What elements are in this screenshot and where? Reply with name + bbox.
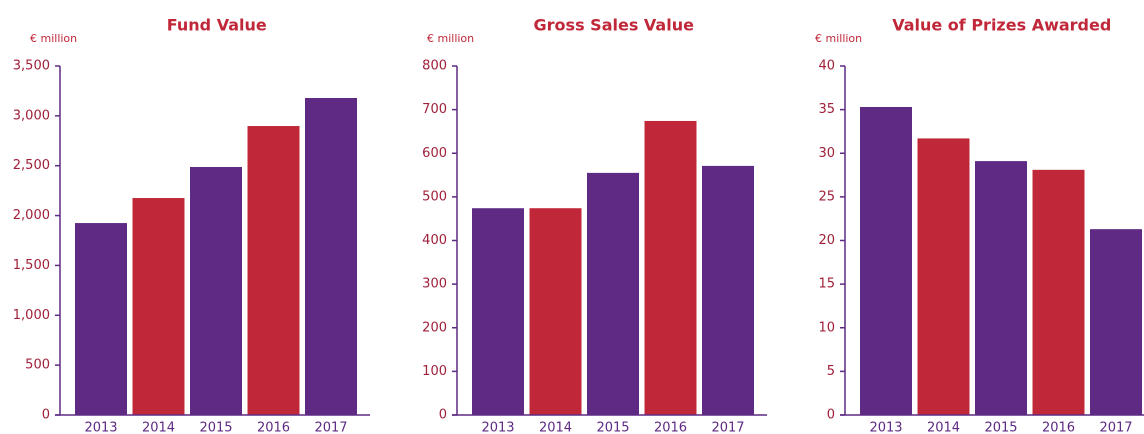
- y-tick-label: 100: [422, 364, 447, 379]
- bar: [644, 120, 697, 415]
- y-tick-label: 3,000: [13, 108, 50, 123]
- bar: [1032, 169, 1085, 415]
- x-tick-label: 2016: [654, 421, 687, 434]
- y-tick-label: 25: [818, 189, 835, 204]
- y-tick-label: 400: [422, 233, 447, 248]
- y-axis-label: € million: [815, 32, 862, 45]
- x-tick-label: 2016: [257, 421, 290, 434]
- bar: [247, 126, 300, 415]
- bar: [529, 208, 582, 415]
- y-tick-label: 2,500: [13, 158, 50, 173]
- x-tick-label: 2013: [869, 421, 902, 434]
- y-tick-label: 500: [25, 358, 50, 373]
- x-tick-label: 2014: [142, 421, 175, 434]
- y-tick-label: 200: [422, 320, 447, 335]
- y-tick-label: 15: [818, 277, 835, 292]
- y-tick-label: 600: [422, 146, 447, 161]
- bar: [472, 208, 524, 415]
- x-tick-label: 2017: [1099, 421, 1132, 434]
- bar: [917, 138, 970, 416]
- bar: [860, 107, 912, 415]
- bar: [702, 165, 754, 415]
- y-tick-label: 10: [818, 320, 835, 335]
- y-axis-label: € million: [30, 32, 77, 45]
- y-tick-label: 500: [422, 189, 447, 204]
- y-tick-label: 300: [422, 277, 447, 292]
- x-tick-label: 2017: [711, 421, 744, 434]
- x-tick-label: 2016: [1042, 421, 1075, 434]
- y-tick-label: 5: [827, 364, 835, 379]
- y-tick-label: 1,500: [13, 258, 50, 273]
- bar: [132, 198, 185, 415]
- y-tick-label: 0: [439, 408, 447, 423]
- x-tick-label: 2015: [199, 421, 232, 434]
- chart-title: Fund Value: [167, 16, 267, 35]
- y-tick-label: 30: [818, 146, 835, 161]
- y-tick-label: 20: [818, 233, 835, 248]
- x-tick-label: 2013: [481, 421, 514, 434]
- y-tick-label: 3,500: [13, 59, 50, 74]
- x-tick-label: 2015: [596, 421, 629, 434]
- chart-title: Gross Sales Value: [534, 16, 695, 35]
- bar: [975, 161, 1027, 415]
- x-tick-label: 2015: [984, 421, 1017, 434]
- bar: [190, 167, 242, 415]
- bar: [305, 98, 357, 415]
- x-tick-label: 2013: [84, 421, 117, 434]
- x-tick-label: 2014: [539, 421, 572, 434]
- y-tick-label: 0: [42, 408, 50, 423]
- y-tick-label: 2,000: [13, 208, 50, 223]
- bar: [1090, 229, 1142, 415]
- x-tick-label: 2014: [927, 421, 960, 434]
- bar: [75, 223, 127, 415]
- y-tick-label: 700: [422, 102, 447, 117]
- y-axis-label: € million: [427, 32, 474, 45]
- y-tick-label: 40: [818, 59, 835, 74]
- bar: [587, 172, 639, 415]
- y-tick-label: 800: [422, 59, 447, 74]
- x-tick-label: 2017: [314, 421, 347, 434]
- chart-title: Value of Prizes Awarded: [892, 16, 1111, 35]
- y-tick-label: 0: [827, 408, 835, 423]
- y-tick-label: 1,000: [13, 308, 50, 323]
- y-tick-label: 35: [818, 102, 835, 117]
